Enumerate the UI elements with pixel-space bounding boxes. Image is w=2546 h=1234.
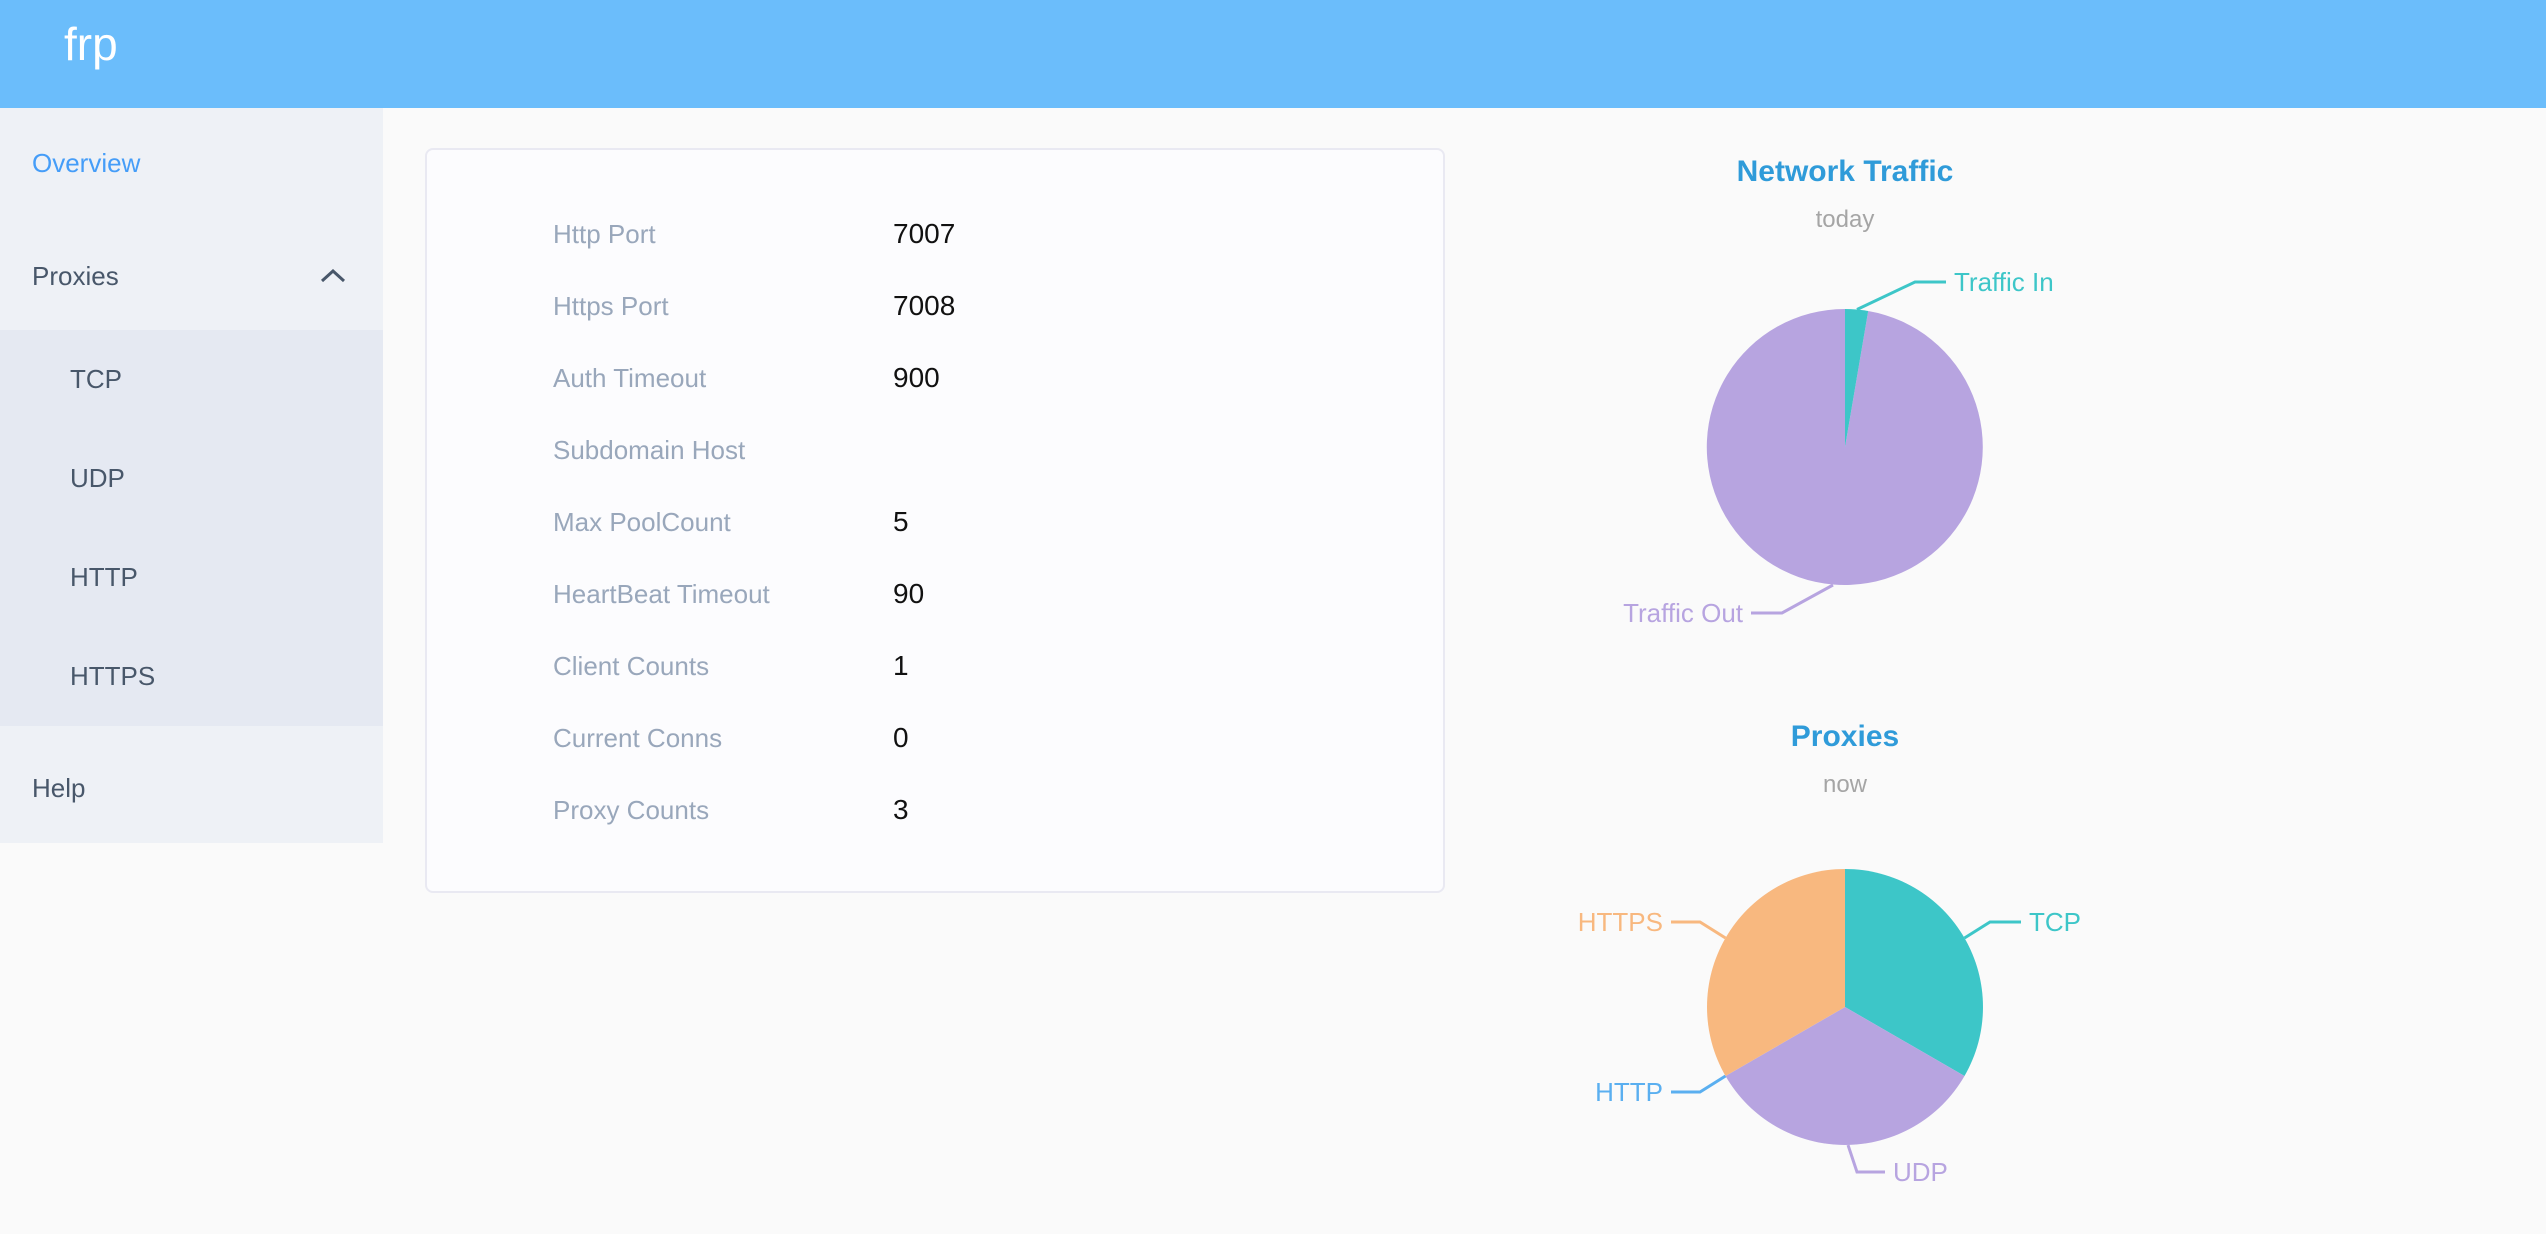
pie-label-https: HTTPS <box>1578 907 1663 937</box>
config-value: 0 <box>893 722 909 753</box>
sidebar-item-help[interactable]: Help <box>0 733 383 843</box>
pie-label-udp: UDP <box>1893 1157 1948 1187</box>
config-value: 1 <box>893 650 909 681</box>
config-label: Https Port <box>553 290 669 321</box>
pie-label-tcp: TCP <box>2029 907 2081 937</box>
sidebar-item-label: UDP <box>70 463 125 493</box>
traffic-in-leader-line <box>1856 280 1946 311</box>
sidebar-item-overview[interactable]: Overview <box>0 112 383 214</box>
pie-slice-traffic-out[interactable] <box>1706 308 1983 585</box>
sidebar-item-label: TCP <box>70 364 122 394</box>
server-info-table: Http Port 7007 Https Port 7008 Auth Time… <box>427 198 1443 846</box>
sidebar-item-proxies[interactable]: Proxies <box>0 222 383 330</box>
udp-leader-line <box>1846 1144 1885 1174</box>
sidebar-item-udp[interactable]: UDP <box>0 429 383 528</box>
sidebar-item-tcp[interactable]: TCP <box>0 330 383 429</box>
app-logo: frp <box>64 18 118 70</box>
sidebar-item-label: HTTPS <box>70 661 156 691</box>
proxies-subtitle: now <box>1822 771 1868 798</box>
config-value: 7008 <box>893 290 956 321</box>
config-label: Client Counts <box>553 650 710 681</box>
sidebar-item-label: Overview <box>32 147 141 178</box>
sidebar-item-label: Help <box>32 772 86 803</box>
config-label: Current Conns <box>553 722 723 753</box>
table-row: Auth Timeout 900 <box>427 342 1443 414</box>
pie-label-traffic-in: Traffic In <box>1954 267 2054 297</box>
pie-slice-tcp[interactable] <box>1845 869 1983 1076</box>
table-row: Proxy Counts 3 <box>427 774 1443 846</box>
pie-slice-https[interactable] <box>1707 869 1845 1076</box>
pie-slice-traffic-in[interactable] <box>1845 309 1869 447</box>
chevron-up-icon <box>320 269 346 283</box>
pie-label-http: HTTP <box>1595 1077 1663 1107</box>
network-traffic-subtitle: today <box>1815 206 1875 233</box>
tcp-leader-line <box>1963 920 2021 940</box>
table-row: Current Conns 0 <box>427 702 1443 774</box>
sidebar: Overview Proxies TCP UDP HTTP HTTPS Help <box>0 108 383 843</box>
config-label: Max PoolCount <box>553 506 731 537</box>
http-leader-line <box>1671 1074 1727 1094</box>
https-leader-line <box>1671 920 1727 940</box>
table-row: HeartBeat Timeout 90 <box>427 558 1443 630</box>
config-label: Auth Timeout <box>553 362 707 393</box>
proxies-pie-chart: TCP HTTPS HTTP UDP <box>1578 869 2081 1187</box>
sidebar-item-label: Proxies <box>32 260 119 291</box>
config-label: Http Port <box>553 218 656 249</box>
sidebar-item-https[interactable]: HTTPS <box>0 627 383 726</box>
pie-slice-udp[interactable] <box>1725 1007 1965 1145</box>
network-traffic-pie-chart: Traffic In Traffic Out <box>1623 267 2054 628</box>
app-header: frp <box>0 0 2546 108</box>
table-row: Client Counts 1 <box>427 630 1443 702</box>
network-traffic-title: Network Traffic <box>1736 155 1954 188</box>
config-label: Subdomain Host <box>553 434 746 465</box>
traffic-out-leader-line <box>1751 583 1834 615</box>
config-value: 90 <box>893 578 925 609</box>
server-info-card: Http Port 7007 Https Port 7008 Auth Time… <box>425 148 1445 893</box>
pie-label-traffic-out: Traffic Out <box>1623 598 1744 628</box>
config-value: 900 <box>893 362 940 393</box>
table-row: Https Port 7008 <box>427 270 1443 342</box>
proxies-submenu: TCP UDP HTTP HTTPS <box>0 330 383 726</box>
config-label: Proxy Counts <box>553 794 710 825</box>
table-row: Subdomain Host <box>427 414 1443 486</box>
config-label: HeartBeat Timeout <box>553 578 770 609</box>
config-value: 3 <box>893 794 909 825</box>
config-value: 7007 <box>893 218 956 249</box>
sidebar-item-label: HTTP <box>70 562 138 592</box>
table-row: Max PoolCount 5 <box>427 486 1443 558</box>
config-value: 5 <box>893 506 909 537</box>
sidebar-item-http[interactable]: HTTP <box>0 528 383 627</box>
proxies-title: Proxies <box>1790 720 1900 753</box>
table-row: Http Port 7007 <box>427 198 1443 270</box>
